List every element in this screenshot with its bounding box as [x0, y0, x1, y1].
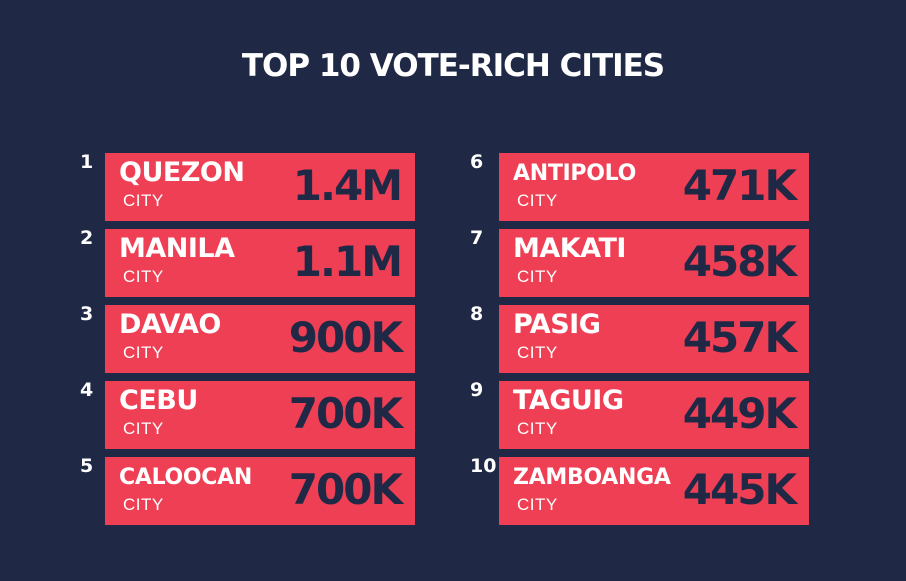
- city-name: CEBU: [119, 385, 198, 416]
- city-card: MANILA CITY 1.1M: [105, 229, 415, 297]
- city-name: PASIG: [513, 309, 601, 340]
- city-suffix: CITY: [123, 191, 164, 210]
- city-card: CEBU CITY 700K: [105, 381, 415, 449]
- vote-count: 1.1M: [292, 237, 403, 286]
- vote-count: 457K: [682, 313, 797, 362]
- rank-number: 6: [470, 151, 484, 173]
- vote-count: 445K: [682, 465, 797, 514]
- city-name: TAGUIG: [513, 385, 624, 416]
- city-name: QUEZON: [119, 157, 245, 188]
- city-name: MANILA: [119, 233, 235, 264]
- city-card: PASIG CITY 457K: [499, 305, 809, 373]
- city-card: ANTIPOLO CITY 471K: [499, 153, 809, 221]
- rank-number: 5: [80, 455, 94, 477]
- rank-number: 8: [470, 303, 484, 325]
- rank-number: 10: [470, 455, 497, 477]
- city-card: DAVAO CITY 900K: [105, 305, 415, 373]
- rank-number: 7: [470, 227, 484, 249]
- city-card: QUEZON CITY 1.4M: [105, 153, 415, 221]
- vote-count: 471K: [682, 161, 797, 210]
- rank-number: 1: [80, 151, 94, 173]
- city-name: DAVAO: [119, 309, 221, 340]
- city-name: CALOOCAN: [119, 465, 252, 490]
- city-card: MAKATI CITY 458K: [499, 229, 809, 297]
- vote-count: 449K: [682, 389, 797, 438]
- rank-number: 4: [80, 379, 94, 401]
- city-suffix: CITY: [123, 343, 164, 362]
- city-suffix: CITY: [123, 495, 164, 514]
- city-card: ZAMBOANGA CITY 445K: [499, 457, 809, 525]
- city-suffix: CITY: [517, 343, 558, 362]
- rank-number: 3: [80, 303, 94, 325]
- city-name: ZAMBOANGA: [513, 465, 671, 490]
- rank-number: 9: [470, 379, 484, 401]
- vote-count: 700K: [288, 389, 403, 438]
- chart-title: TOP 10 VOTE-RICH CITIES: [241, 48, 665, 84]
- city-suffix: CITY: [517, 419, 558, 438]
- city-suffix: CITY: [517, 191, 558, 210]
- vote-count: 700K: [288, 465, 403, 514]
- vote-count: 900K: [288, 313, 403, 362]
- city-card: TAGUIG CITY 449K: [499, 381, 809, 449]
- city-suffix: CITY: [123, 267, 164, 286]
- rank-number: 2: [80, 227, 94, 249]
- city-suffix: CITY: [517, 267, 558, 286]
- city-card: CALOOCAN CITY 700K: [105, 457, 415, 525]
- vote-count: 458K: [682, 237, 797, 286]
- vote-count: 1.4M: [292, 161, 403, 210]
- city-name: MAKATI: [513, 233, 626, 264]
- city-suffix: CITY: [517, 495, 558, 514]
- city-suffix: CITY: [123, 419, 164, 438]
- city-name: ANTIPOLO: [513, 161, 636, 186]
